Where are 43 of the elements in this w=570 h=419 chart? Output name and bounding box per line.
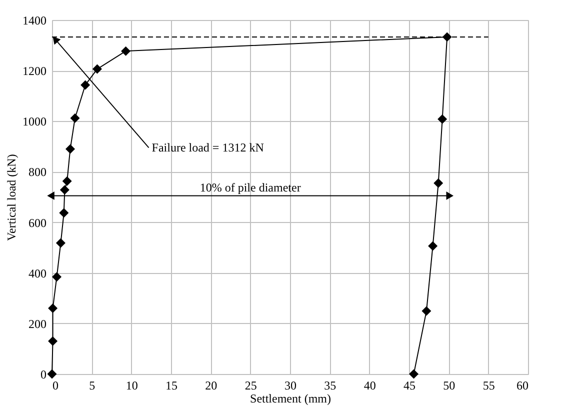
point [409, 369, 419, 379]
x-tick-label: 40 [364, 378, 376, 392]
point [48, 336, 58, 346]
x-tick-label: 60 [516, 378, 528, 392]
point [121, 46, 131, 56]
y-tick-label: 0 [40, 368, 46, 382]
point [428, 241, 438, 251]
annotation: 10% of pile diameter [200, 180, 301, 195]
point [80, 80, 90, 90]
y-tick-label: 1400 [22, 14, 46, 28]
point [434, 178, 444, 188]
x-tick-label: 15 [166, 378, 178, 392]
point [62, 176, 72, 186]
x-axis-title: Settlement (mm) [250, 392, 331, 406]
y-tick-label: 1200 [22, 64, 46, 78]
point [66, 144, 75, 154]
point [60, 185, 70, 195]
x-tick-label: 35 [324, 378, 336, 392]
x-tick-label: 10 [126, 378, 138, 392]
point [438, 114, 448, 124]
y-axis-title: Vertical load (kN) [4, 154, 18, 241]
y-tick-label: 400 [28, 266, 46, 280]
x-tick-label: 25 [244, 378, 257, 392]
y-tick-label: 1000 [22, 114, 46, 129]
point [70, 113, 80, 123]
point [56, 238, 66, 248]
point [48, 304, 58, 313]
y-tick-label: 200 [28, 316, 46, 331]
x-tick-label: 45 [404, 378, 416, 392]
y-tick-label: 600 [28, 216, 46, 230]
point [59, 208, 69, 218]
annotation: Failure load = 1312 kN [152, 140, 264, 155]
x-tick-label: 5 [89, 378, 96, 392]
point [52, 272, 62, 282]
x-tick-label: 50 [443, 378, 456, 392]
point [92, 64, 102, 74]
x-tick-label: 30 [284, 378, 296, 392]
x-tick-label: 20 [205, 378, 218, 392]
point [422, 306, 432, 316]
point [47, 369, 57, 379]
x-tick-label: 55 [482, 378, 495, 392]
y-tick-label: 800 [28, 165, 46, 180]
x-tick-label: 0 [52, 378, 58, 392]
